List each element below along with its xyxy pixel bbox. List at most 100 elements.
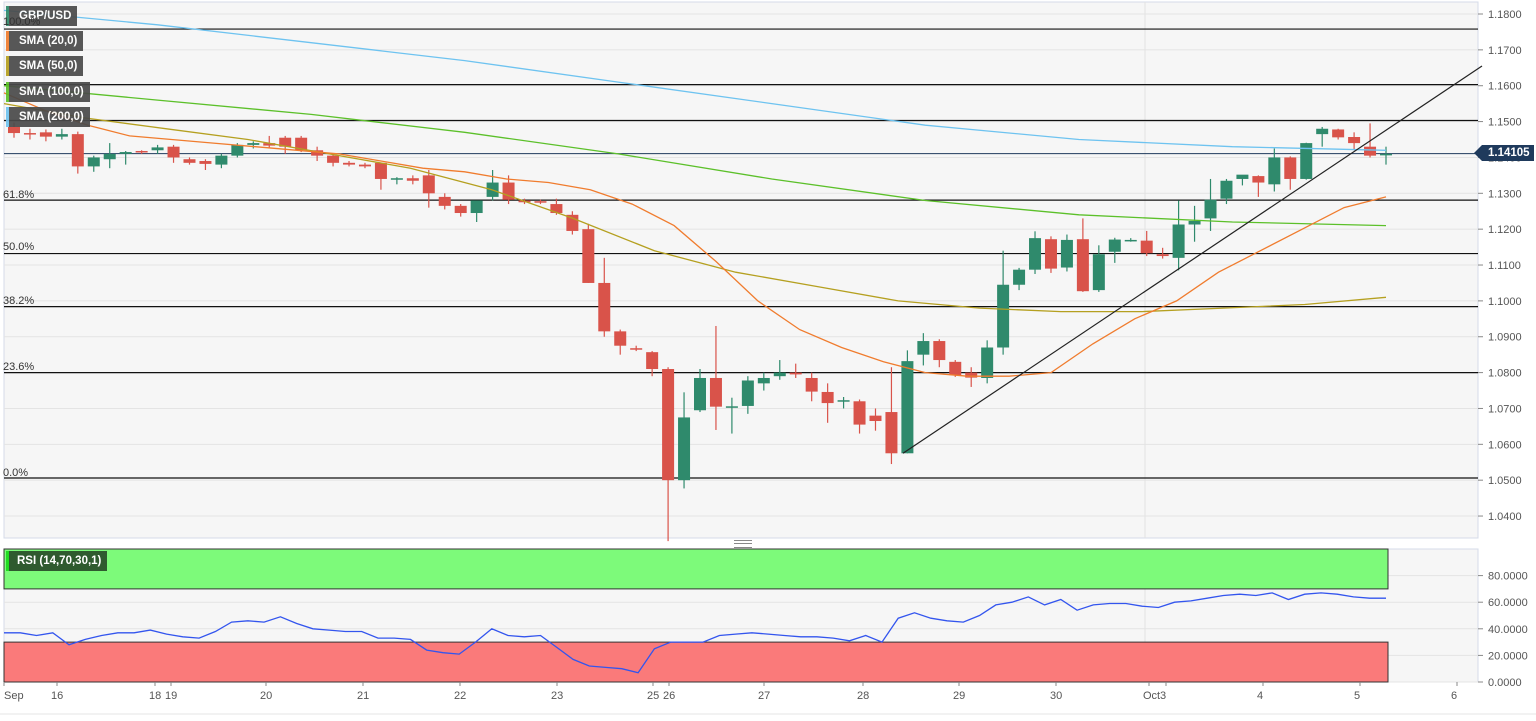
bullish-candle bbox=[1124, 239, 1137, 242]
bullish-candle bbox=[1300, 143, 1313, 179]
fib-label-618: 61.8% bbox=[3, 189, 35, 201]
bearish-candle bbox=[550, 204, 563, 214]
bearish-candle bbox=[167, 146, 180, 158]
fib-label-382: 38.2% bbox=[3, 295, 35, 307]
bullish-candle bbox=[103, 153, 116, 160]
date-axis-label: 6 bbox=[1451, 690, 1457, 702]
support-trendline bbox=[902, 65, 1483, 454]
rsi-line bbox=[4, 592, 1386, 674]
date-axis-label: Sep bbox=[4, 690, 24, 702]
bearish-candle bbox=[614, 331, 627, 346]
price-axis-label: 1.1700 bbox=[1488, 45, 1522, 57]
price-axis-label: 1.0600 bbox=[1488, 439, 1522, 451]
bearish-candle bbox=[853, 401, 866, 425]
date-axis-label: 16 bbox=[51, 690, 63, 702]
rsi-oversold-zone bbox=[3, 641, 1389, 683]
bearish-candle bbox=[438, 196, 451, 206]
bearish-candle bbox=[135, 150, 148, 153]
bearish-candle bbox=[662, 369, 675, 481]
date-axis-label: 20 bbox=[260, 690, 272, 702]
sma20-legend[interactable]: SMA (20,0) bbox=[6, 31, 84, 51]
bearish-candle bbox=[422, 175, 435, 194]
bullish-candle bbox=[119, 152, 132, 154]
bearish-candle bbox=[1284, 157, 1297, 179]
bullish-candle bbox=[694, 377, 706, 411]
bearish-candle bbox=[1252, 176, 1265, 183]
bearish-candle bbox=[343, 162, 356, 165]
date-axis-label: 30 bbox=[1050, 690, 1062, 702]
bearish-candle bbox=[406, 178, 419, 181]
bullish-candle bbox=[1188, 220, 1201, 225]
bullish-candle bbox=[1013, 269, 1026, 285]
price-axis-label: 1.0400 bbox=[1488, 511, 1522, 523]
price-axis-label: 1.1000 bbox=[1488, 296, 1522, 308]
bearish-candle bbox=[8, 126, 20, 134]
price-axis-label: 1.0800 bbox=[1488, 368, 1522, 380]
bearish-candle bbox=[327, 155, 340, 163]
bullish-candle bbox=[757, 377, 770, 384]
bullish-candle bbox=[917, 341, 930, 355]
bullish-candle bbox=[247, 143, 260, 145]
bearish-candle bbox=[183, 159, 196, 163]
date-axis-label: 19 bbox=[165, 690, 177, 702]
bearish-candle bbox=[885, 412, 898, 454]
date-axis-label: 29 bbox=[953, 690, 965, 702]
bearish-candle bbox=[311, 150, 324, 156]
bullish-candle bbox=[215, 155, 228, 165]
bullish-candle bbox=[997, 284, 1010, 348]
bullish-candle bbox=[1029, 238, 1042, 270]
rsi-legend[interactable]: RSI (14,70,30,1) bbox=[6, 551, 108, 571]
date-axis-label: 4 bbox=[1257, 690, 1263, 702]
bearish-candle bbox=[1044, 239, 1057, 269]
bearish-candle bbox=[1156, 254, 1169, 257]
date-axis-label: 28 bbox=[857, 690, 869, 702]
fib-label-50: 50.0% bbox=[3, 241, 35, 253]
fib-label-0: 0.0% bbox=[3, 467, 29, 479]
sma100-line bbox=[3, 85, 1387, 227]
date-axis-label: 5 bbox=[1354, 690, 1360, 702]
price-pane bbox=[3, 1, 1479, 539]
bearish-candle bbox=[23, 133, 36, 135]
date-axis-label: 23 bbox=[551, 690, 563, 702]
bearish-candle bbox=[821, 391, 834, 404]
sma50-legend[interactable]: SMA (50,0) bbox=[6, 56, 84, 76]
bullish-candle bbox=[1204, 199, 1217, 219]
bullish-candle bbox=[837, 400, 850, 402]
bullish-candle bbox=[1172, 224, 1185, 258]
sma100-legend[interactable]: SMA (100,0) bbox=[6, 82, 90, 102]
bearish-candle bbox=[869, 415, 882, 422]
price-axis-label: 1.0700 bbox=[1488, 403, 1522, 415]
sma200-line bbox=[3, 9, 1387, 151]
bearish-candle bbox=[1348, 136, 1361, 144]
bullish-candle bbox=[901, 361, 914, 454]
date-axis-label: 26 bbox=[663, 690, 675, 702]
fib-label-100: 100.0% bbox=[3, 16, 41, 28]
date-axis-label: 18 bbox=[149, 690, 161, 702]
bearish-candle bbox=[1364, 146, 1377, 156]
bullish-candle bbox=[741, 380, 754, 406]
bullish-candle bbox=[1316, 128, 1329, 135]
bearish-candle bbox=[933, 341, 946, 361]
sma200-legend[interactable]: SMA (200,0) bbox=[6, 107, 90, 127]
price-axis-label: 1.1100 bbox=[1488, 260, 1521, 272]
pane-resize-handle[interactable] bbox=[734, 540, 752, 548]
bearish-candle bbox=[534, 201, 547, 203]
rsi-axis-label: 60.0000 bbox=[1488, 597, 1528, 609]
bearish-candle bbox=[358, 164, 371, 167]
current-price-tag: 1.14105 bbox=[1474, 145, 1534, 161]
bearish-candle bbox=[805, 377, 818, 392]
bullish-candle bbox=[231, 144, 244, 156]
bullish-candle bbox=[87, 157, 100, 167]
bullish-candle bbox=[1060, 239, 1073, 268]
bearish-candle bbox=[295, 137, 308, 151]
symbol-legend[interactable]: GBP/USD bbox=[6, 6, 78, 26]
bearish-candle bbox=[39, 132, 52, 137]
price-axis-label: 1.1200 bbox=[1488, 224, 1522, 236]
date-axis-label: 21 bbox=[357, 690, 369, 702]
price-axis-label: 1.1500 bbox=[1488, 117, 1522, 129]
bullish-candle bbox=[151, 147, 164, 151]
bearish-candle bbox=[1076, 239, 1089, 292]
bullish-candle bbox=[1108, 239, 1121, 252]
bearish-candle bbox=[630, 348, 643, 350]
